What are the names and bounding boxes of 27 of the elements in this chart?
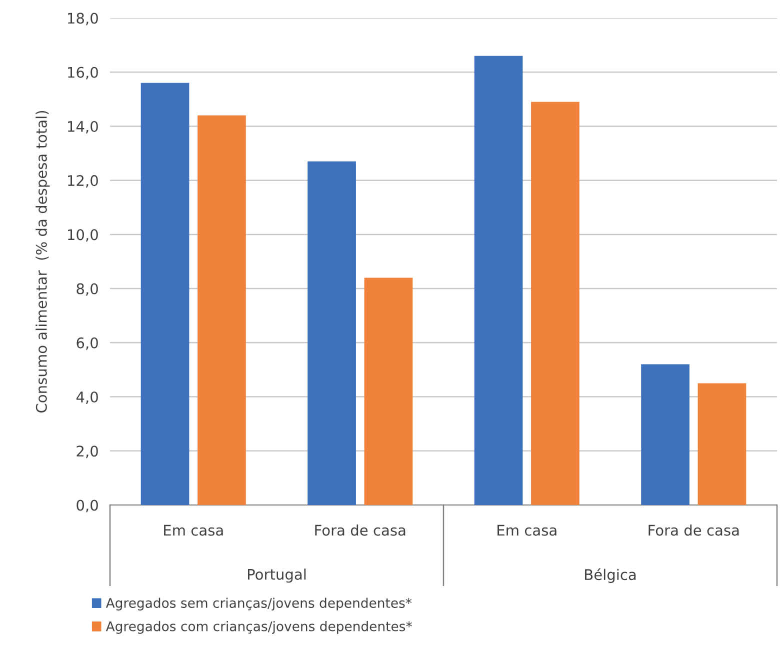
x-tick-label: Em casa — [164, 524, 223, 536]
bar — [474, 56, 523, 505]
y-tick-label: 14,0 — [68, 120, 98, 134]
y-tick-label: 18,0 — [68, 12, 98, 26]
bar — [364, 278, 413, 505]
y-tick-label: 0,0 — [76, 500, 98, 512]
y-tick-label: 8,0 — [76, 283, 98, 296]
text: Portugal — [248, 568, 306, 583]
y-tick-label: 2,0 — [76, 446, 98, 458]
y-axis-title: Consumo alimentar (% da despesa total) — [36, 110, 50, 412]
text: Bélgica — [585, 568, 636, 583]
y-tick-label: 4,0 — [76, 391, 98, 404]
bar — [641, 364, 690, 505]
legend-label: Agregados com crianças/jovens dependentes* — [106, 621, 412, 634]
bar — [531, 102, 580, 505]
x-tick-label: Em casa — [498, 524, 556, 536]
bar — [140, 82, 190, 505]
x-tick-label: Fora de casa — [315, 524, 406, 536]
bar — [308, 161, 356, 505]
y-tick-label: 6,0 — [76, 337, 98, 350]
x-tick-label: Fora de casa — [648, 524, 739, 536]
bar — [698, 383, 746, 505]
y-tick-label: 16,0 — [68, 66, 98, 80]
y-tick-label: 10,0 — [68, 229, 98, 242]
bar — [198, 115, 246, 505]
legend-label: Agregados sem crianças/jovens dependentes* — [106, 598, 412, 611]
y-tick-label: 12,0 — [68, 175, 98, 188]
